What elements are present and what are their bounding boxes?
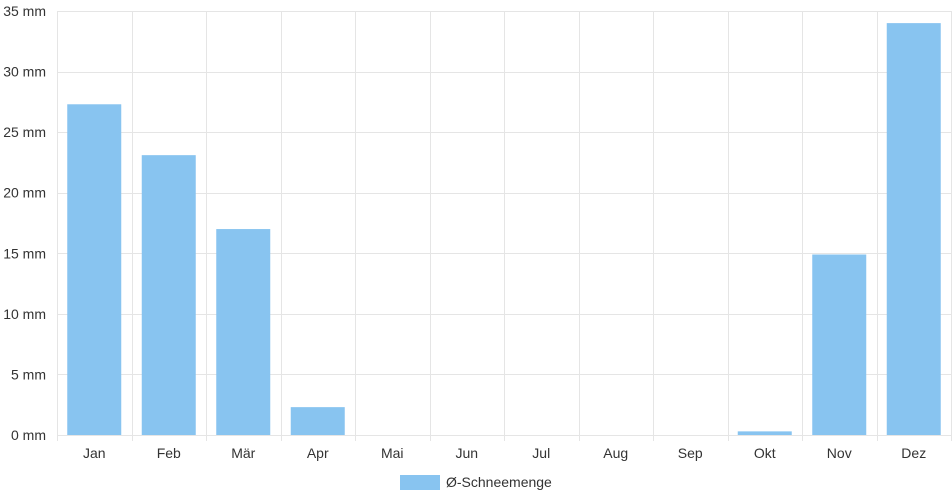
bar-apr[interactable]: [290, 407, 345, 435]
bar-jan[interactable]: [67, 104, 122, 435]
bar-dez[interactable]: [886, 23, 941, 435]
legend-label: Ø-Schneemenge: [446, 474, 552, 490]
legend[interactable]: Ø-Schneemenge: [400, 474, 552, 490]
x-tick-label: Jan: [83, 445, 106, 461]
y-tick-label: 15 mm: [3, 245, 46, 261]
y-tick-label: 20 mm: [3, 185, 46, 201]
x-tick-label: Jun: [455, 445, 478, 461]
x-tick-label: Apr: [307, 445, 329, 461]
legend-swatch: [400, 475, 440, 490]
y-tick-label: 35 mm: [3, 3, 46, 19]
x-tick-label: Feb: [157, 445, 181, 461]
y-tick-label: 10 mm: [3, 306, 46, 322]
x-tick-label: Jul: [532, 445, 550, 461]
y-tick-label: 5 mm: [11, 366, 46, 382]
x-tick-label: Okt: [754, 445, 776, 461]
x-tick-label: Nov: [827, 445, 852, 461]
x-axis-ticks: Jan Feb Mär Apr Mai Jun Jul Aug Sep Okt Nov Dez: [83, 445, 926, 461]
x-tick-label: Mär: [231, 445, 255, 461]
x-tick-label: Dez: [901, 445, 926, 461]
y-tick-label: 30 mm: [3, 64, 46, 80]
y-axis-ticks: 0 mm 5 mm 10 mm 15 mm 20 mm 25 mm 30 mm 35 mm: [3, 3, 46, 443]
x-tick-label: Sep: [678, 445, 703, 461]
y-tick-label: 25 mm: [3, 124, 46, 140]
bars-layer: [67, 23, 941, 435]
bar-feb[interactable]: [141, 155, 196, 435]
bar-okt[interactable]: [737, 431, 792, 435]
x-tick-label: Aug: [603, 445, 628, 461]
bar-mär[interactable]: [216, 229, 271, 435]
bar-nov[interactable]: [812, 254, 867, 435]
x-tick-label: Mai: [381, 445, 404, 461]
grid-layer: [57, 11, 952, 441]
y-tick-label: 0 mm: [11, 427, 46, 443]
